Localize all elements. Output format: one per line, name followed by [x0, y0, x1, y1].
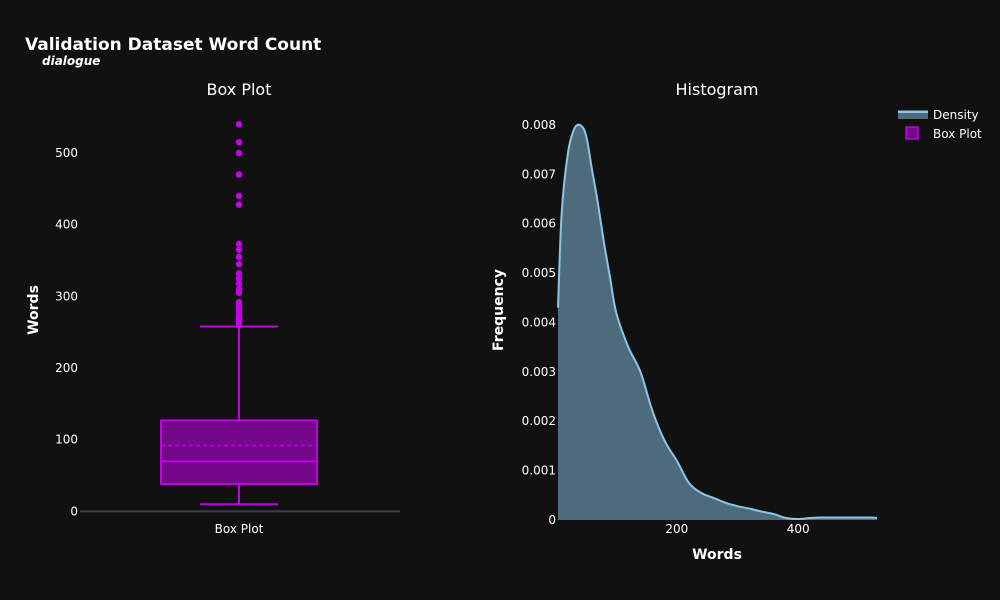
box-outlier-point [235, 270, 243, 277]
histogram-y-ticks: 0 0.001 0.002 0.003 0.004 0.005 0.006 0.007 0.00… [522, 118, 556, 527]
histogram-x-tick-label: 200 [665, 522, 688, 536]
box-plot-marks[interactable] [160, 121, 318, 506]
legend[interactable]: Density Box Plot [898, 108, 982, 141]
legend-box-plot-swatch [905, 126, 919, 140]
box-outlier-point [235, 149, 243, 157]
histogram-y-tick-label: 0.005 [522, 266, 556, 280]
histogram-x-ticks: 200 400 [665, 522, 809, 536]
histogram-panel-title: Histogram [676, 80, 759, 99]
box-plot-y-tick-label: 0 [70, 504, 78, 518]
box-plot-x-tick-label: Box Plot [215, 522, 264, 536]
box-plot-y-tick-label: 500 [55, 146, 78, 160]
box-iqr [160, 419, 318, 486]
box-outlier-point [235, 280, 243, 287]
histogram-marks[interactable] [557, 123, 878, 521]
legend-item-box-plot[interactable]: Box Plot [905, 126, 982, 141]
histogram-y-axis-label: Frequency [491, 269, 507, 351]
box-outlier-point [235, 201, 243, 208]
box-outlier-point [235, 121, 243, 128]
legend-item-density[interactable]: Density [898, 108, 979, 122]
box-outlier-point [235, 240, 243, 248]
box-plot-y-tick-label: 400 [55, 218, 78, 232]
histogram-y-tick-label: 0.002 [522, 414, 556, 428]
box-outlier-point [235, 260, 243, 268]
legend-density-label: Density [933, 108, 979, 122]
histogram-y-tick-label: 0 [548, 513, 556, 527]
box-outlier-point [235, 275, 243, 282]
box-plot-panel: Box Plot Words 0 100 200 300 400 500 Box Plot [26, 80, 400, 536]
box-outlier-point [235, 253, 243, 261]
box-plot-y-axis-label: Words [26, 285, 42, 335]
box-plot-y-tick-label: 300 [55, 289, 78, 303]
histogram-y-tick-label: 0.006 [522, 217, 556, 231]
box-outlier-point [235, 298, 243, 306]
box-outlier-point [235, 171, 243, 178]
density-line [557, 123, 878, 521]
box-plot-y-tick-label: 100 [55, 433, 78, 447]
box-outlier-point [235, 138, 243, 146]
legend-density-swatch [898, 110, 928, 119]
histogram-y-tick-label: 0.003 [522, 365, 556, 379]
legend-box-plot-label: Box Plot [933, 127, 982, 141]
box-plot-panel-title: Box Plot [207, 80, 272, 99]
density-area [558, 124, 877, 520]
box-plot-y-ticks: 0 100 200 300 400 500 [55, 146, 78, 518]
chart-title: Validation Dataset Word Count [25, 35, 321, 55]
box-outlier-point [235, 192, 243, 200]
histogram-x-tick-label: 400 [787, 522, 810, 536]
histogram-y-tick-label: 0.007 [522, 167, 556, 181]
box-outlier-point [235, 285, 243, 293]
box-plot-y-tick-label: 200 [55, 361, 78, 375]
histogram-panel: Histogram Frequency Words 0 0.001 0.002 0.0… [491, 80, 878, 563]
histogram-y-tick-label: 0.004 [522, 315, 556, 329]
histogram-x-axis-label: Words [692, 547, 742, 563]
histogram-y-tick-label: 0.008 [522, 118, 556, 132]
histogram-y-tick-label: 0.001 [522, 464, 556, 478]
box-outlier-point [235, 246, 243, 254]
chart-subtitle: dialogue [42, 54, 100, 68]
